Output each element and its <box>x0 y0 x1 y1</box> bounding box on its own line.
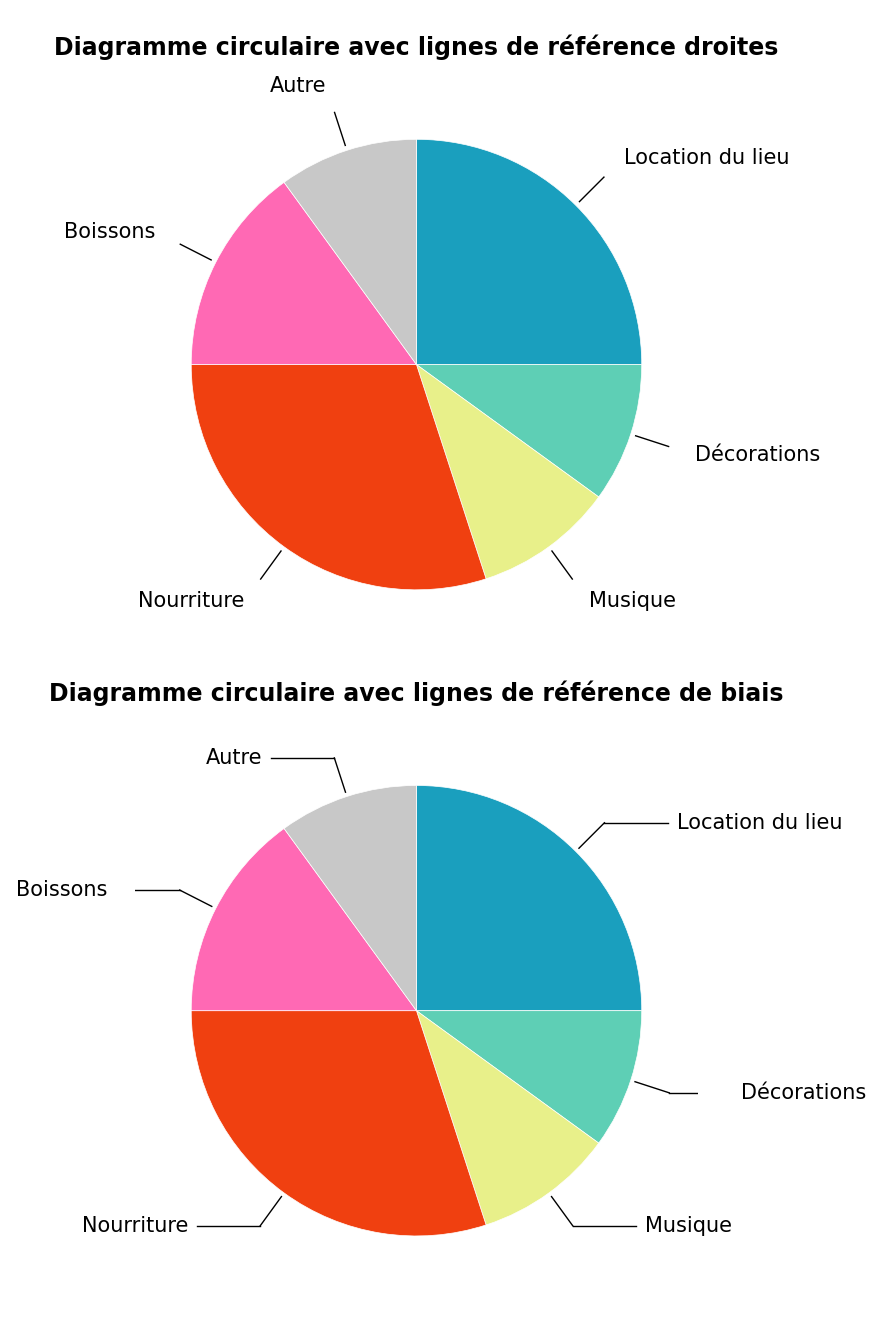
Text: Location du lieu: Location du lieu <box>624 147 789 167</box>
Wedge shape <box>416 1011 598 1225</box>
Wedge shape <box>191 1011 486 1235</box>
Wedge shape <box>416 1011 642 1143</box>
Wedge shape <box>191 828 416 1011</box>
Title: Diagramme circulaire avec lignes de référence droites: Diagramme circulaire avec lignes de réfé… <box>55 35 779 60</box>
Text: Décorations: Décorations <box>695 445 820 464</box>
Text: Boissons: Boissons <box>16 880 107 900</box>
Text: Nourriture: Nourriture <box>82 1216 188 1235</box>
Wedge shape <box>416 139 642 365</box>
Wedge shape <box>416 786 642 1011</box>
Text: Nourriture: Nourriture <box>138 592 245 612</box>
Title: Diagramme circulaire avec lignes de référence de biais: Diagramme circulaire avec lignes de réfé… <box>49 681 784 706</box>
Text: Boissons: Boissons <box>64 222 156 242</box>
Wedge shape <box>416 365 598 579</box>
Text: Autre: Autre <box>206 748 262 768</box>
Wedge shape <box>284 139 416 365</box>
Text: Musique: Musique <box>589 592 676 612</box>
Text: Musique: Musique <box>645 1216 732 1235</box>
Wedge shape <box>416 365 642 498</box>
Wedge shape <box>191 182 416 365</box>
Wedge shape <box>191 365 486 589</box>
Text: Location du lieu: Location du lieu <box>677 812 842 833</box>
Text: Autre: Autre <box>269 76 326 96</box>
Text: Décorations: Décorations <box>741 1083 867 1103</box>
Wedge shape <box>284 786 416 1011</box>
